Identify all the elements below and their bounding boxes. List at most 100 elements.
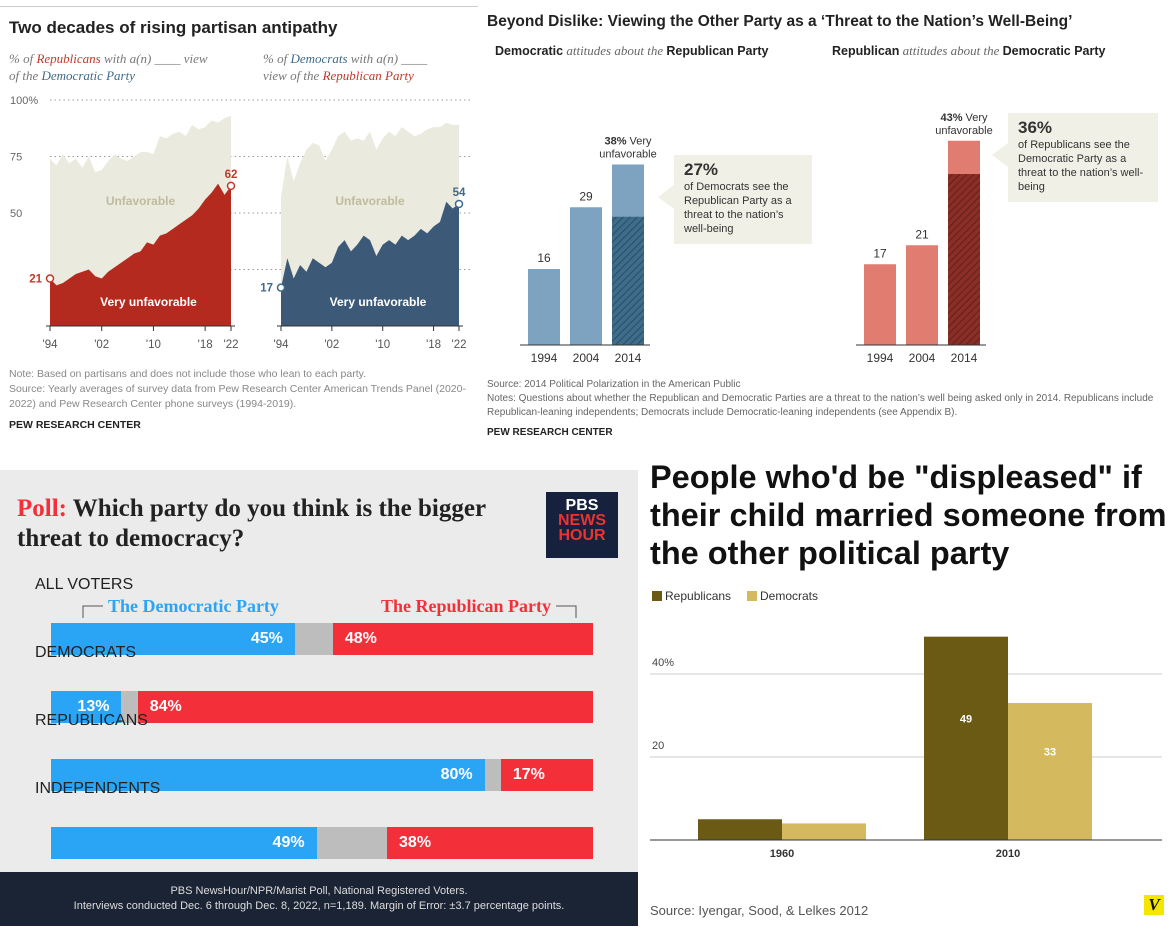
neutral-segment — [316, 827, 388, 859]
logo-line: HOUR — [558, 527, 606, 544]
group-label: REPUBLICANS — [35, 712, 148, 729]
bar-value-label: unfavorable — [935, 125, 993, 137]
callout-percent: 27% — [684, 160, 719, 179]
subtitle-other-party: Democratic Party — [41, 68, 136, 83]
stacked-bar: 49% 38% — [51, 827, 593, 859]
rep-segment: 48% — [332, 623, 593, 655]
displeased-bar-chart: Republicans Democrats 40% 20 1960 49 33 2010 — [650, 589, 1162, 860]
legend-label: Democrats — [760, 589, 818, 603]
stacked-bar: 45% 48% — [51, 623, 593, 655]
bar — [698, 819, 782, 840]
rep-segment: 84% — [137, 691, 593, 723]
dem-segment: 13% — [51, 691, 122, 723]
poll-prefix: Poll: — [17, 495, 67, 522]
x-tick-label: '02 — [324, 339, 339, 351]
header-other-party: Republican Party — [666, 44, 769, 58]
dem-threat-callout: 27% of Democrats see the Republican Part… — [658, 155, 812, 244]
pew-credit: PEW RESEARCH CENTER — [487, 427, 613, 438]
x-tick-label: '18 — [426, 339, 441, 351]
subtitle-text: view of the — [263, 68, 323, 83]
dem-segment: 80% — [51, 759, 485, 791]
very-unfavorable-label: Very unfavorable — [100, 295, 197, 309]
subtitle-text: of the — [9, 68, 42, 83]
x-tick-label: '18 — [198, 339, 213, 351]
y-tick-label: 75 — [10, 152, 22, 164]
x-tick-label: 2014 — [615, 351, 642, 365]
end-value-label: 62 — [225, 169, 238, 181]
x-tick-label: '02 — [94, 339, 109, 351]
x-tick-label: 1960 — [770, 848, 794, 860]
bar-value-label: unfavorable — [599, 149, 657, 161]
footer-text: PBS NewsHour/NPR/Marist Poll, National R… — [170, 885, 468, 897]
bar — [782, 823, 866, 840]
header-text: attitudes about the — [899, 43, 1003, 58]
y-tick-label: 40% — [652, 657, 674, 669]
footer-text: Interviews conducted Dec. 6 through Dec.… — [73, 900, 565, 912]
end-point — [226, 181, 236, 191]
displeased-title: People who'd be "displeased" if their ch… — [650, 459, 1167, 571]
logo-line: PBS — [565, 497, 599, 514]
bar-value-label: 17 — [873, 246, 887, 260]
subtitle-text: % of — [263, 51, 291, 66]
subtitle-party: Democrats — [290, 51, 348, 66]
bar — [528, 269, 560, 345]
very-unfavorable-label: Very unfavorable — [330, 295, 427, 309]
rep-segment: 17% — [500, 759, 593, 791]
stacked-bar: 13% 84% — [51, 691, 593, 723]
end-value-label: 54 — [453, 187, 466, 199]
group-label: INDEPENDENTS — [35, 780, 161, 797]
bar-value-label: 33 — [1044, 747, 1056, 759]
poll-question: Which party do you think is the bigger t… — [17, 495, 486, 552]
panel-pew-threat: Beyond Dislike: Viewing the Other Party … — [478, 0, 1168, 452]
panel-displeased: People who'd be "displeased" if their ch… — [640, 452, 1168, 928]
bar-value-label: 43% Very — [940, 112, 988, 124]
source-text: Source: 2014 Political Polarization in t… — [487, 379, 741, 390]
pew-antipathy-notes: Note: Based on partisans and does not in… — [9, 367, 474, 433]
x-tick-label: '10 — [146, 339, 161, 351]
header-text: attitudes about the — [563, 43, 667, 58]
bar-value-label: 21 — [915, 227, 929, 241]
bar-value-label: 16 — [537, 251, 551, 265]
pbs-poll-title: Poll: Which party do you think is the bi… — [17, 494, 497, 554]
x-tick-label: 2014 — [951, 351, 978, 365]
stacked-bar: 80% 17% — [51, 759, 593, 791]
legend-label: Republicans — [665, 589, 731, 603]
rep-legend-label: The Republican Party — [381, 596, 551, 616]
pew-threat-notes: Source: 2014 Political Polarization in t… — [487, 378, 1162, 440]
poll-legend: The Democratic Party The Republican Party — [82, 596, 577, 618]
bar-value-label: 49 — [960, 713, 972, 725]
rep-threat-callout: 36% of Republicans see the Democratic Pa… — [992, 113, 1158, 202]
pew-credit: PEW RESEARCH CENTER — [9, 419, 141, 431]
bar-value-label: 29 — [579, 189, 593, 203]
subtitle-other-party: Republican Party — [322, 68, 414, 83]
x-tick-label: '10 — [375, 339, 390, 351]
pbs-newshour-logo: PBS NEWS HOUR — [546, 492, 618, 558]
top-rule — [0, 6, 478, 7]
subtitle-party: Republicans — [36, 51, 101, 66]
bar — [1008, 703, 1092, 840]
threat-bar — [948, 174, 980, 345]
group-label: ALL VOTERS — [35, 576, 134, 593]
dem-legend-label: The Democratic Party — [108, 596, 279, 616]
rep-segment: 38% — [387, 827, 593, 859]
start-point — [276, 283, 286, 292]
vox-logo: V — [1144, 895, 1164, 915]
subtitle-text: % of — [9, 51, 37, 66]
callout-percent: 36% — [1018, 118, 1053, 137]
bar-value-label: 38% Very — [604, 136, 652, 148]
pew-threat-title: Beyond Dislike: Viewing the Other Party … — [487, 13, 1073, 30]
x-tick-label: '22 — [452, 339, 467, 351]
right-subtitle: % of Democrats with a(n) ____ view of th… — [263, 50, 473, 84]
panel-pbs-poll: Poll: Which party do you think is the bi… — [0, 470, 638, 926]
unfavorable-label: Unfavorable — [106, 194, 176, 208]
x-tick-label: '22 — [224, 339, 239, 351]
dem-segment: 49% — [51, 827, 317, 859]
right-header: Republican attitudes about the Democrati… — [832, 43, 1105, 59]
bar — [906, 245, 938, 345]
note-text: Notes: Questions about whether the Repub… — [487, 393, 1154, 418]
y-tick-label: 50 — [10, 208, 22, 220]
callout-text: of Republicans see the Democratic Party … — [1018, 139, 1144, 193]
header-party: Republican — [832, 44, 900, 58]
